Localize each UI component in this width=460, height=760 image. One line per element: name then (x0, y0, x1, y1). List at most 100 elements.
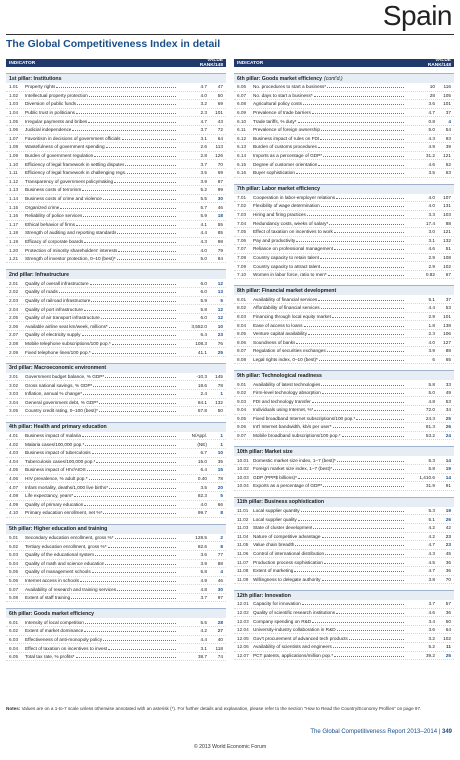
pillar-heading: 10th pillar: Market size (234, 446, 454, 457)
indicator-number: 12.02 (237, 609, 249, 615)
indicator-number: 11.04 (237, 533, 249, 539)
indicator-number: 1.08 (9, 144, 19, 150)
indicator-number: 1.10 (9, 161, 19, 167)
indicator-rank: 108 (443, 254, 451, 260)
indicator-label: Company spending on R&D (253, 618, 312, 624)
indicator-label: Effect of taxation on incentives to inve… (25, 645, 108, 651)
dot-leader (297, 475, 404, 479)
indicator-label: Production process sophistication (253, 559, 323, 565)
pillar-title: 6th pillar: Goods market efficiency (237, 75, 323, 82)
indicator-label: Protection of minority shareholders' int… (25, 247, 118, 253)
pillar-heading: 3rd pillar: Macroeconomic environment (6, 362, 226, 373)
dot-leader (301, 601, 404, 606)
indicator-header: INDICATOR (9, 60, 36, 66)
indicator-value: 3.3 (428, 212, 435, 218)
indicator-value: 3,552.0 (191, 323, 207, 329)
indicator-rank: 63 (445, 170, 451, 176)
indicator-label: Extent of market dominance (25, 628, 84, 634)
indicator-number: 10.01 (237, 457, 249, 463)
dot-leader (296, 340, 404, 344)
indicator-value: 2.9 (428, 254, 435, 260)
indicator-number: 1.12 (9, 178, 19, 184)
indicator-rank: 36 (445, 609, 451, 615)
footer-report: The Global Competitiveness Report 2013–2… (310, 729, 452, 735)
table-row: 5.06 Internet access in schools 4.9 46 (6, 577, 226, 586)
indicator-number: 1.13 (9, 187, 19, 193)
dot-leader (295, 542, 404, 547)
dot-leader (86, 467, 176, 472)
indicator-rank: 53 (445, 305, 451, 311)
indicator-number: 2.04 (9, 306, 19, 312)
indicator-rank: 138 (443, 322, 451, 328)
indicator-number: 7.04 (237, 220, 247, 226)
indicator-number: 8.04 (237, 322, 247, 328)
table-row: 6.06 No. procedures to start a business* 1… (234, 83, 454, 92)
indicator-number: 4.08 (9, 493, 19, 499)
table-header: INDICATOR VALUE RANK/148 (6, 58, 226, 68)
indicator-label: Country capacity to retain talent (253, 254, 319, 260)
table-row: 6.04 Effect of taxation on incentives to … (6, 644, 226, 653)
dot-leader (341, 433, 404, 438)
indicator-label: Trade tariffs, % duty* (253, 118, 297, 124)
indicator-label: Business impact of malaria (25, 433, 82, 439)
table-row: 11.06 Control of international distributi… (234, 550, 454, 559)
indicator-number: 1.17 (9, 221, 19, 227)
dot-leader (103, 510, 176, 515)
dot-leader (96, 459, 176, 463)
indicator-rank: 101 (215, 110, 223, 116)
indicator-number: 6.12 (237, 135, 247, 141)
indicator-value: 3.5 (428, 170, 435, 176)
indicator-label: Quality of math and science education (25, 560, 105, 566)
copyright: © 2013 World Economic Forum (193, 744, 267, 750)
indicator-rank: 12 (217, 315, 223, 321)
indicator-value: 41.1 (197, 349, 207, 355)
indicator-value: 84.1 (197, 399, 207, 405)
table-row: 7.09 Country capacity to attract talent 2.… (234, 262, 454, 271)
indicator-number: 4.02 (9, 441, 19, 447)
indicator-value: 6.0 (200, 289, 207, 295)
indicator-value: 6.4 (200, 332, 207, 338)
indicator-number: 4.01 (9, 433, 19, 439)
table-row: 6.09 Prevalence of trade barriers 4.7 37 (234, 109, 454, 118)
indicator-number: 5.03 (9, 552, 19, 558)
indicator-value: 3.1 (200, 135, 207, 141)
indicator-value: 5.5 (200, 619, 207, 625)
notes-text: Values are on a 1-to-7 scale unless othe… (21, 706, 422, 711)
indicator-number: 5.01 (9, 535, 19, 541)
indicator-label: Organized crime (25, 204, 60, 210)
indicator-label: Prevalence of foreign ownership (253, 127, 320, 133)
indicator-label: Ease of access to loans (253, 322, 303, 328)
dot-leader (297, 517, 404, 521)
indicator-rank: 36 (445, 568, 451, 574)
dot-leader (300, 508, 404, 513)
indicator-label: Quality of overall infrastructure (25, 280, 89, 286)
indicator-rank: 33 (445, 381, 451, 387)
indicator-number: 11.05 (237, 542, 249, 548)
indicator-label: Infant mortality, deaths/1,000 live birt… (25, 484, 109, 490)
indicator-label: Quality of railroad infrastructure (25, 297, 91, 303)
dot-leader (125, 162, 176, 166)
dot-leader (326, 348, 404, 353)
indicator-label: Malaria cases/100,000 pop.* (25, 441, 85, 447)
indicator-number: 5.02 (9, 543, 19, 549)
table-row: 1.20 Protection of minority shareholders'… (6, 246, 226, 255)
indicator-label: No. procedures to start a business* (253, 84, 327, 90)
indicator-value: 17.4 (425, 220, 435, 226)
indicator-number: 7.01 (237, 194, 247, 200)
indicator-number: 9.02 (237, 390, 247, 396)
indicator-rank: 70 (445, 576, 451, 582)
dot-leader (77, 101, 176, 106)
indicator-label: No. days to start a business* (253, 92, 313, 98)
report-name: The Global Competitiveness Report 2013–2… (310, 729, 438, 735)
dot-leader (83, 307, 176, 311)
dot-leader (103, 637, 176, 641)
indicator-value: 3.2 (200, 101, 207, 107)
indicator-value: 0.82 (425, 272, 435, 278)
dot-leader (336, 195, 404, 199)
indicator-number: 1.16 (9, 213, 19, 219)
indicator-label: Soundness of banks (253, 339, 296, 345)
indicator-value: 5.8 (428, 381, 435, 387)
dot-leader (84, 239, 176, 243)
dot-leader (334, 653, 404, 657)
indicator-label: Agricultural policy costs (253, 101, 302, 107)
